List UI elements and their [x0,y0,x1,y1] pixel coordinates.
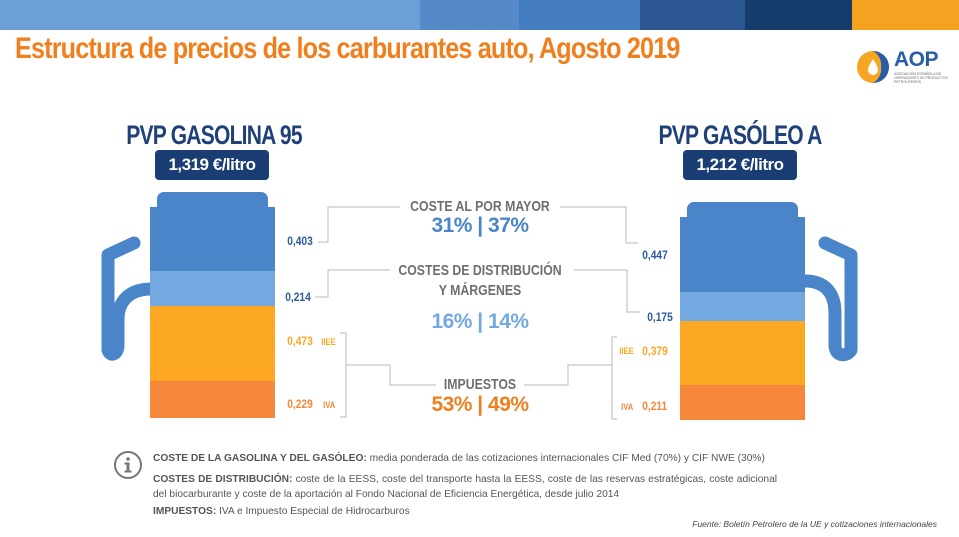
category-label-distribution-1: COSTES DE DISTRIBUCIÓN [398,262,562,279]
category-label-taxes: IMPUESTOS [443,376,517,393]
value-gasolina-iva: 0,229 [287,397,313,411]
note-fuel-cost-heading: COSTE DE LA GASOLINA Y DEL GASÓLEO: [153,453,367,464]
top-color-bar [0,0,959,30]
stack-segment-distribution [150,271,275,306]
price-badge-gasoleo: 1,212 €/litro [683,150,797,180]
note-taxes-heading: IMPUESTOS: [153,506,217,517]
info-icon [114,451,142,479]
value-gasoleo-iiee: 0,379 [642,344,668,358]
value-gasoleo-wholesale: 0,447 [642,248,668,262]
price-badge-gasolina: 1,319 €/litro [155,150,269,180]
stack-segment-iva [680,384,805,420]
value-gasolina-wholesale: 0,403 [287,234,313,248]
page-title: Estructura de precios de los carburantes… [15,32,680,65]
category-label-distribution-2: Y MÁRGENES [438,282,522,299]
top-bar-segment [640,0,745,30]
connector-left-taxes-bracket [340,332,347,418]
value-gasolina-distribution: 0,214 [285,290,311,304]
stack-segment-wholesale [680,217,805,292]
connector-right-wholesale [560,206,638,244]
note-distribution-text: coste de la EESS, coste del transporte h… [153,474,777,500]
connector-left-distribution [315,269,390,298]
pump-hose-right [798,236,858,362]
tag-gasoleo-iiee: IIEE [619,346,634,356]
stack-segment-iiee [150,305,275,382]
top-bar-segment [852,0,959,30]
note-distribution-heading: COSTES DE DISTRIBUCIÓN: [153,474,293,485]
value-gasolina-iiee: 0,473 [287,334,313,348]
top-bar-segment [420,0,519,30]
connector-right-taxes-bracket [611,336,617,420]
connector-right-distribution [574,269,640,313]
stack-segment-wholesale [150,207,275,272]
tag-gasoleo-iva: IVA [621,402,634,412]
category-percent-distribution: 16% | 14% [431,310,529,333]
stack-segment-iiee [680,321,805,385]
note-fuel-cost-text: media ponderada de las cotizaciones inte… [366,453,765,464]
note-distribution: COSTES DE DISTRIBUCIÓN: coste de la EESS… [153,472,777,502]
note-fuel-cost: COSTE DE LA GASOLINA Y DEL GASÓLEO: medi… [153,451,793,466]
connector-right-taxes [524,364,612,386]
pump-hose-left [101,236,159,361]
value-gasoleo-distribution: 0,175 [647,310,673,324]
tag-gasolina-iva: IVA [323,400,336,410]
tag-gasolina-iiee: IIEE [321,337,336,347]
note-taxes: IMPUESTOS: IVA e Impuesto Especial de Hi… [153,504,777,519]
aop-drop-icon [857,51,889,83]
top-bar-segment [0,0,420,30]
top-bar-segment [745,0,852,30]
source-note: Fuente: Boletín Petrolero de la UE y cot… [692,519,937,529]
logo-subtitle: ASOCIACIÓN ESPAÑOLA DE OPERADORES DE PRO… [894,72,948,84]
category-percent-taxes: 53% | 49% [431,393,529,416]
stack-segment-distribution [680,291,805,322]
connector-left-wholesale [318,206,400,243]
fuel-title-gasolina: PVP GASOLINA 95 [126,120,302,150]
fuel-title-gasoleo: PVP GASÓLEO A [658,120,822,150]
stack-segment-iva [150,381,275,418]
aop-logo: AOP ASOCIACIÓN ESPAÑOLA DE OPERADORES DE… [856,48,956,86]
logo-name: AOP [894,48,939,71]
connector-left-taxes [346,364,436,386]
category-label-wholesale: COSTE AL POR MAYOR [410,198,550,215]
value-gasoleo-iva: 0,211 [642,399,668,413]
top-bar-segment [519,0,640,30]
note-taxes-text: IVA e Impuesto Especial de Hidrocarburos [216,506,410,517]
category-percent-wholesale: 31% | 37% [431,214,529,237]
